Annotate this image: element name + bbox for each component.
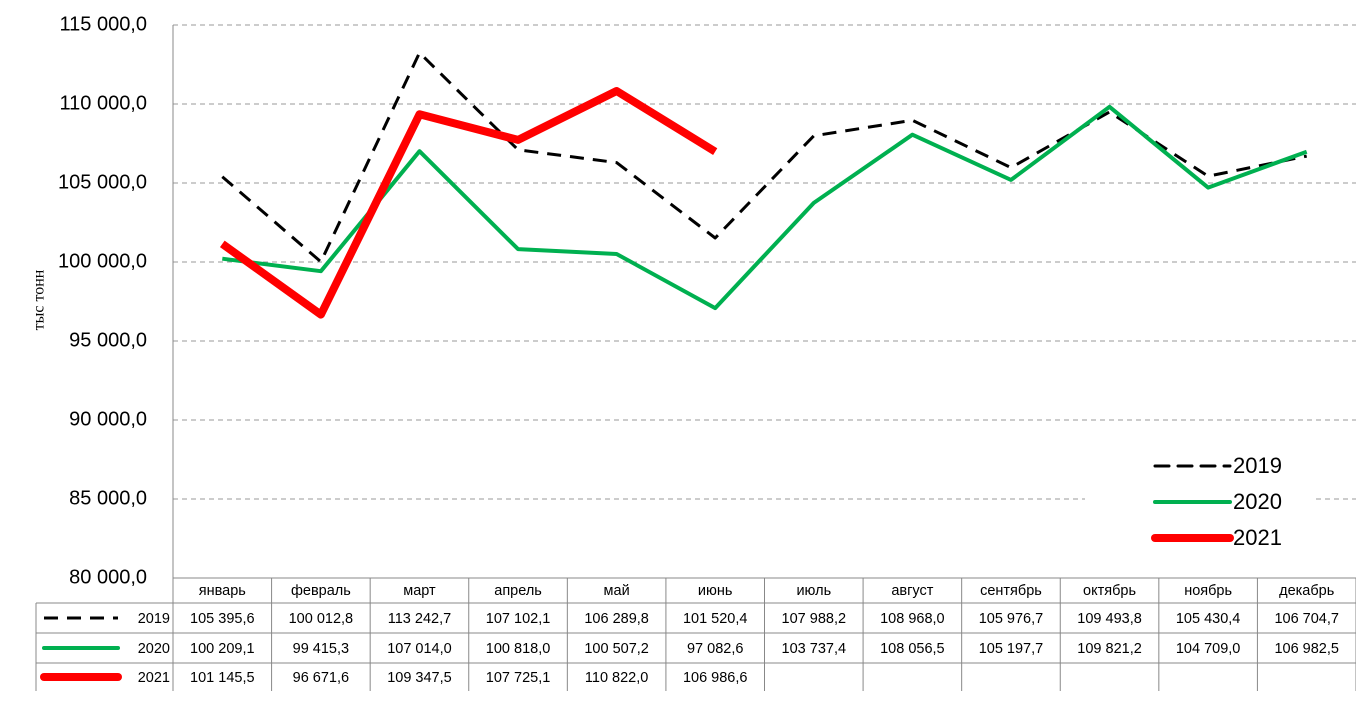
table-series-name: 2020 (138, 641, 170, 657)
x-tick-label: март (403, 583, 436, 599)
y-tick-label: 85 000,0 (69, 487, 147, 509)
table-value: 105 430,4 (1176, 611, 1241, 627)
table-value: 109 821,2 (1077, 641, 1142, 657)
y-tick-label: 80 000,0 (69, 566, 147, 588)
x-tick-label: февраль (291, 583, 351, 599)
table-value: 106 289,8 (584, 611, 649, 627)
table-value: 107 725,1 (486, 670, 551, 686)
legend-label: 2021 (1233, 525, 1282, 550)
table-value: 107 102,1 (486, 611, 551, 627)
x-tick-label: апрель (494, 583, 542, 599)
table-value: 99 415,3 (293, 641, 349, 657)
table-series-name: 2019 (138, 611, 170, 627)
x-tick-label: октябрь (1083, 583, 1136, 599)
y-tick-label: 100 000,0 (58, 250, 147, 272)
table-value: 100 209,1 (190, 641, 255, 657)
table-value: 106 704,7 (1274, 611, 1339, 627)
table-value: 107 988,2 (782, 611, 847, 627)
table-value: 105 976,7 (979, 611, 1044, 627)
x-tick-label: январь (199, 583, 246, 599)
table-value: 108 056,5 (880, 641, 945, 657)
series-line (219, 87, 718, 319)
x-tick-label: август (891, 583, 933, 599)
table-value: 109 347,5 (387, 670, 452, 686)
table-value: 110 822,0 (585, 670, 648, 686)
table-value: 106 982,5 (1274, 641, 1339, 657)
x-tick-label: июль (796, 583, 831, 599)
table-value: 103 737,4 (782, 641, 847, 657)
y-axis-label: тыс тонн (31, 269, 48, 330)
table-value: 109 493,8 (1077, 611, 1142, 627)
x-tick-label: май (604, 583, 630, 599)
y-tick-label: 110 000,0 (60, 92, 148, 114)
table-value: 101 145,5 (190, 670, 255, 686)
table-value: 108 968,0 (880, 611, 945, 627)
table-value: 106 986,6 (683, 670, 748, 686)
table-value: 100 818,0 (486, 641, 551, 657)
y-tick-label: 95 000,0 (69, 329, 147, 351)
x-tick-label: июнь (698, 583, 733, 599)
series-line (221, 51, 1307, 264)
table-value: 105 395,6 (190, 611, 255, 627)
series-line (222, 104, 1308, 311)
x-tick-label: ноябрь (1184, 583, 1232, 599)
y-tick-label: 105 000,0 (58, 171, 147, 193)
legend-label: 2019 (1233, 453, 1282, 478)
table-value: 100 012,8 (289, 611, 354, 627)
table-value: 97 082,6 (687, 641, 743, 657)
table-value: 107 014,0 (387, 641, 452, 657)
x-tick-label: декабрь (1279, 583, 1334, 599)
table-series-name: 2021 (138, 670, 170, 686)
table-value: 105 197,7 (979, 641, 1044, 657)
legend-label: 2020 (1233, 489, 1282, 514)
table-value: 101 520,4 (683, 611, 748, 627)
table-value: 113 242,7 (388, 611, 451, 627)
table-value: 96 671,6 (293, 670, 349, 686)
table-value: 100 507,2 (584, 641, 649, 657)
x-tick-label: сентябрь (980, 583, 1042, 599)
table-value: 104 709,0 (1176, 641, 1241, 657)
y-tick-label: 115 000,0 (60, 13, 148, 35)
y-tick-label: 90 000,0 (69, 408, 147, 430)
